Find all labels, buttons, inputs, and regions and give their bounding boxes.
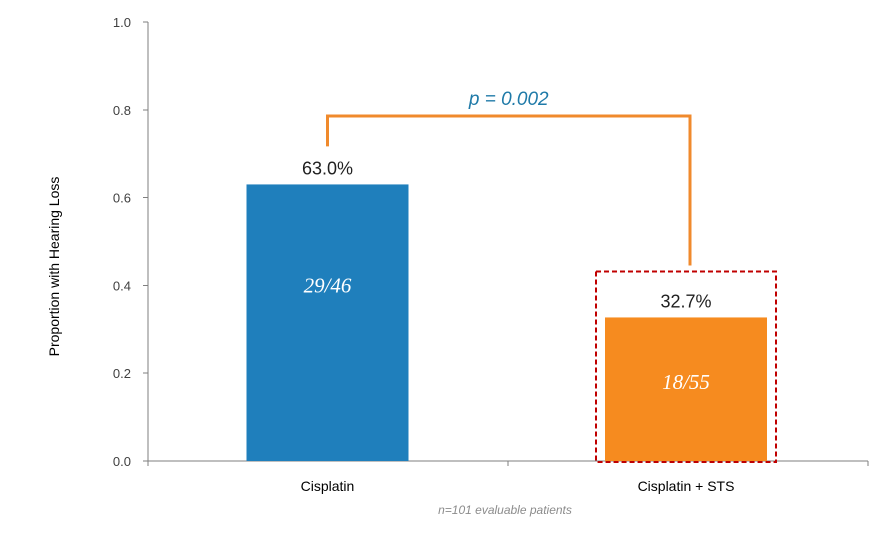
x-axis-ticks xyxy=(147,461,869,466)
y-tick-label: 0.2 xyxy=(113,366,131,381)
data-labels: 63.0% 29/46 Cisplatin 32.7% 18/55 Cisplatin +… xyxy=(301,158,735,494)
footnote: n=101 evaluable patients xyxy=(438,503,572,517)
y-tick-label: 0.4 xyxy=(113,278,131,293)
x-category-label: Cisplatin xyxy=(301,478,355,494)
y-tick-label: 0.6 xyxy=(113,191,131,206)
bar-cisplatin xyxy=(246,184,409,461)
bars xyxy=(246,184,767,461)
x-category-label: Cisplatin + STS xyxy=(638,478,735,494)
highlight-box xyxy=(595,270,777,463)
bar-value-label: 32.7% xyxy=(660,291,711,311)
y-tick-label: 0.0 xyxy=(113,454,131,469)
bar-cisplatin-sts xyxy=(605,317,767,461)
bar-value-label: 63.0% xyxy=(302,158,353,178)
y-tick-label: 0.8 xyxy=(113,103,131,118)
bar-count-label: 29/46 xyxy=(304,274,352,298)
significance-bracket xyxy=(326,114,692,266)
y-axis-ticks: 0.0 0.2 0.4 0.6 0.8 1.0 xyxy=(113,15,148,469)
y-tick-label: 1.0 xyxy=(113,15,131,30)
bar-count-label: 18/55 xyxy=(662,370,710,394)
p-value-label: p = 0.002 xyxy=(468,89,549,110)
y-axis-label: Proportion with Hearing Loss xyxy=(46,177,62,357)
significance-annotation: p = 0.002 xyxy=(326,89,777,463)
